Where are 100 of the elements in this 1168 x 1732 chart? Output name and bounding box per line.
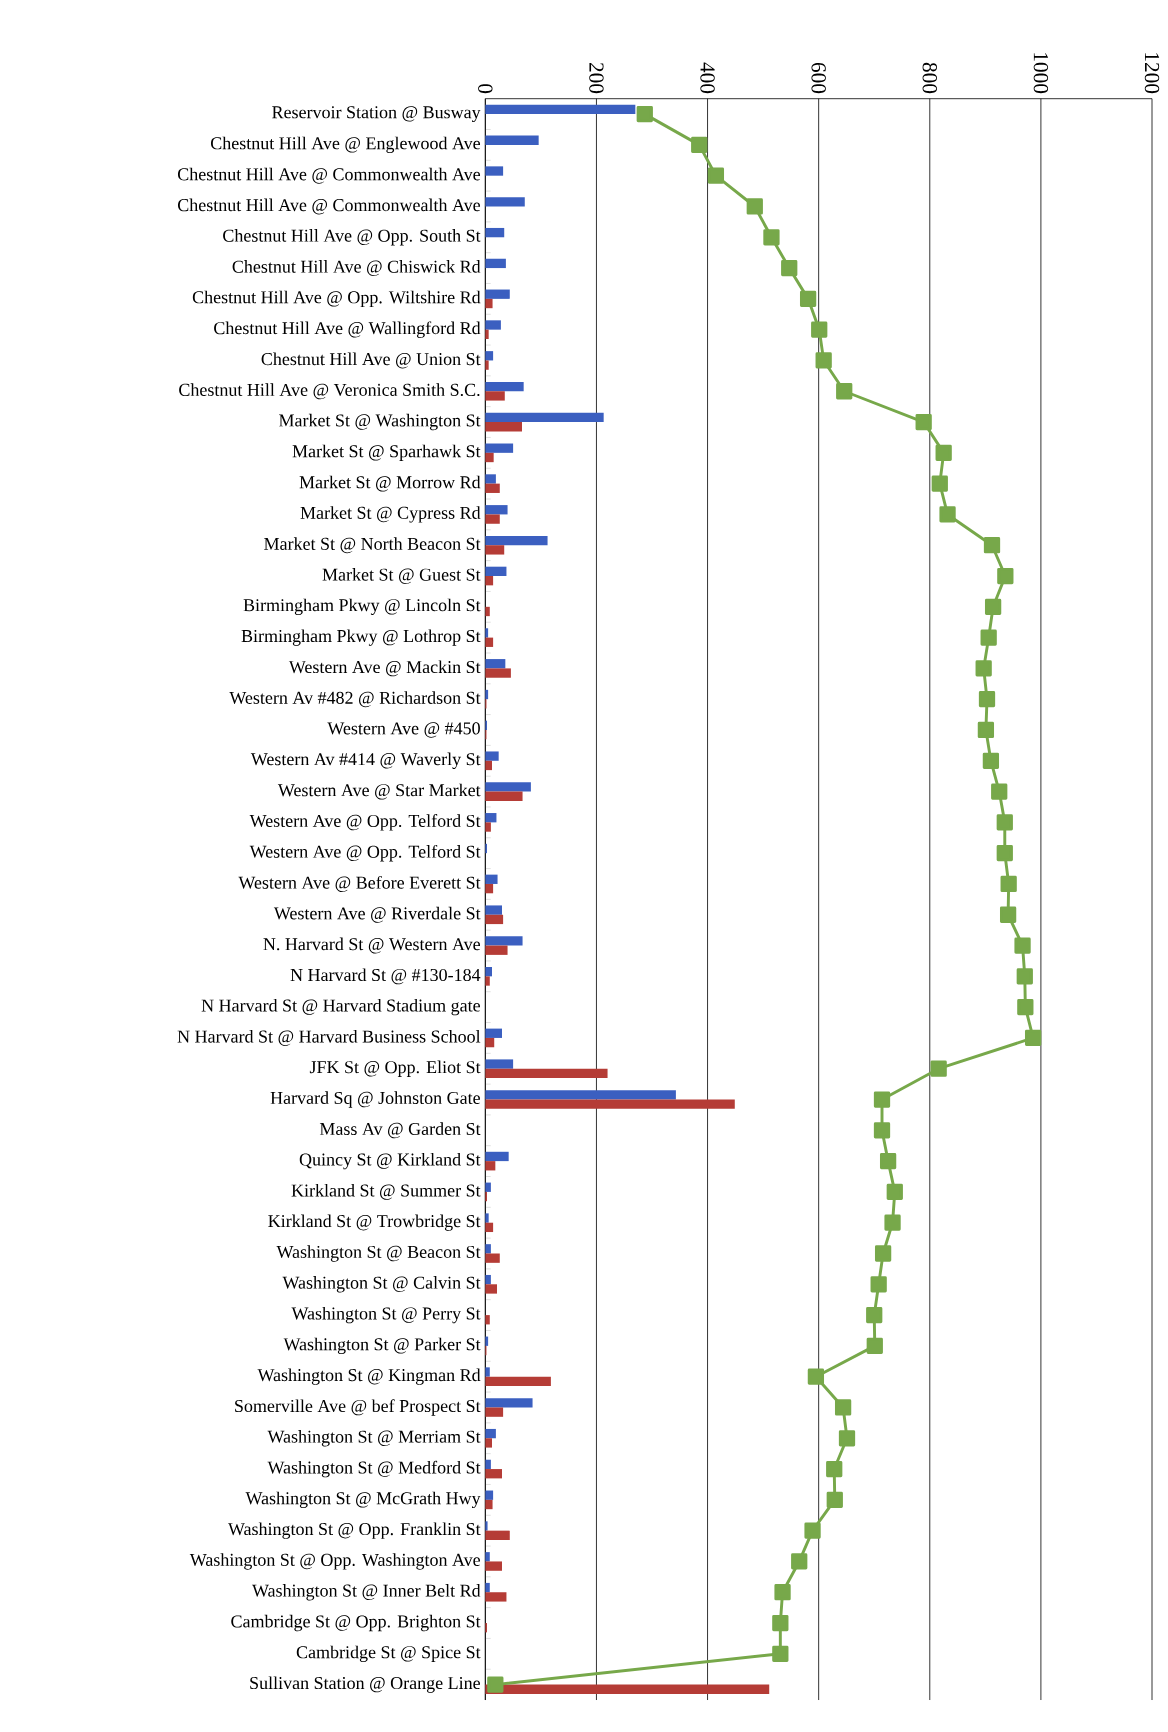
bar bbox=[485, 1090, 676, 1100]
y-tick-label: Somerville Ave @ bef Prospect St bbox=[235, 1399, 481, 1416]
bar bbox=[485, 452, 494, 463]
bar bbox=[485, 391, 505, 401]
y-tick-label: Washington St @ Parker St bbox=[283, 1337, 481, 1355]
point bbox=[873, 1091, 891, 1108]
y-tick-label: Western Ave @ Opp. Telford St bbox=[249, 814, 481, 831]
point bbox=[886, 1183, 903, 1201]
bar bbox=[485, 1028, 502, 1038]
x-tick-label: 800 bbox=[922, 62, 937, 94]
bar bbox=[485, 1315, 490, 1325]
y-tick-label: N Harvard St @ Harvard Stadium gate bbox=[201, 998, 480, 1016]
point bbox=[1000, 875, 1017, 893]
y-tick-label: Market St @ Guest St bbox=[322, 568, 481, 584]
bar bbox=[485, 976, 490, 986]
point bbox=[746, 198, 763, 215]
point bbox=[982, 752, 1000, 769]
y-tick-label: Western Ave @ #450 bbox=[327, 722, 480, 738]
bar bbox=[485, 1469, 502, 1479]
y-tick-label: Quincy St @ Kirkland St bbox=[299, 1152, 481, 1170]
point bbox=[874, 1245, 892, 1262]
y-tick-label: Sullivan Station @ Orange Line bbox=[250, 1676, 480, 1693]
bar bbox=[485, 1398, 533, 1408]
bar bbox=[485, 1684, 770, 1694]
y-tick-label: Washington St @ Perry St bbox=[291, 1306, 481, 1324]
y-tick-label: Washington St @ Opp. Washington Ave bbox=[189, 1553, 481, 1570]
bar bbox=[485, 298, 493, 309]
y-tick-label: Washington St @ Calvin St bbox=[282, 1276, 481, 1293]
bar bbox=[485, 1037, 495, 1048]
bar bbox=[485, 135, 539, 145]
point bbox=[826, 1491, 843, 1508]
y-tick-label: Washington St @ Kingman Rd bbox=[257, 1368, 481, 1385]
bar bbox=[485, 412, 604, 423]
bar bbox=[485, 227, 505, 238]
bar bbox=[485, 360, 489, 370]
point bbox=[866, 1337, 883, 1355]
point bbox=[884, 1214, 901, 1231]
bar bbox=[485, 483, 500, 493]
bar bbox=[485, 606, 490, 617]
bar bbox=[485, 1151, 509, 1162]
point bbox=[836, 383, 853, 400]
y-tick-label: Chestnut Hill Ave @ Opp. South St bbox=[223, 229, 481, 246]
y-tick-label: Market St @ North Beacon St bbox=[264, 537, 481, 554]
point bbox=[838, 1430, 856, 1447]
x-tick-label: 1000 bbox=[1033, 53, 1049, 94]
y-tick-label: Market St @ Cypress Rd bbox=[300, 506, 481, 523]
bar bbox=[485, 422, 522, 432]
bar bbox=[485, 566, 507, 577]
bar bbox=[485, 197, 525, 207]
y-tick-label: Chestnut Hill Ave @ Wallingford Rd bbox=[214, 321, 481, 338]
y-tick-label: Chestnut Hill Ave @ Chiswick Rd bbox=[232, 260, 481, 277]
point bbox=[879, 1152, 897, 1170]
point bbox=[707, 167, 725, 184]
bar bbox=[485, 782, 531, 792]
bar bbox=[485, 637, 494, 647]
x-tick-label: 0 bbox=[478, 84, 493, 94]
bar bbox=[485, 1459, 491, 1470]
bar bbox=[485, 791, 523, 801]
point bbox=[807, 1368, 825, 1385]
point bbox=[772, 1645, 789, 1662]
point bbox=[975, 660, 992, 677]
x-tick-label: 1200 bbox=[1144, 53, 1160, 94]
point bbox=[774, 1584, 791, 1601]
point bbox=[915, 413, 932, 431]
bar bbox=[485, 1499, 493, 1510]
point bbox=[978, 691, 996, 708]
point bbox=[931, 475, 948, 492]
bar bbox=[485, 1521, 488, 1531]
point bbox=[991, 783, 1008, 800]
bar bbox=[485, 1428, 496, 1439]
x-tick-label: 400 bbox=[700, 62, 715, 94]
point bbox=[772, 1614, 789, 1632]
bar bbox=[485, 545, 505, 555]
y-tick-label: Western Av #482 @ Richardson St bbox=[229, 691, 481, 708]
y-tick-label: Washington St @ McGrath Hwy bbox=[245, 1491, 481, 1509]
y-tick-label: Chestnut Hill Ave @ Union St bbox=[261, 352, 481, 369]
bar bbox=[485, 1530, 510, 1540]
bar bbox=[485, 760, 492, 771]
bar bbox=[485, 535, 548, 546]
point bbox=[1017, 999, 1034, 1016]
y-tick-label: Market St @ Sparhawk St bbox=[292, 444, 481, 461]
bar bbox=[485, 1438, 492, 1448]
y-tick-label: Kirkland St @ Summer St bbox=[291, 1183, 481, 1200]
point bbox=[1016, 968, 1033, 985]
bar bbox=[485, 1099, 735, 1109]
bar bbox=[485, 1336, 489, 1346]
bar bbox=[485, 905, 502, 915]
bar bbox=[485, 822, 491, 832]
point bbox=[996, 845, 1013, 862]
point bbox=[873, 1122, 891, 1139]
bar bbox=[485, 166, 504, 176]
y-tick-label: Cambridge St @ Opp. Brighton St bbox=[231, 1614, 481, 1632]
bar bbox=[485, 1284, 497, 1294]
x-tick-label: 600 bbox=[811, 62, 826, 94]
point bbox=[983, 537, 1001, 554]
point bbox=[977, 721, 995, 739]
bar bbox=[485, 1274, 491, 1285]
bar bbox=[485, 1407, 504, 1417]
y-tick-label: N Harvard St @ Harvard Business School bbox=[177, 1029, 481, 1046]
bar bbox=[485, 474, 496, 484]
